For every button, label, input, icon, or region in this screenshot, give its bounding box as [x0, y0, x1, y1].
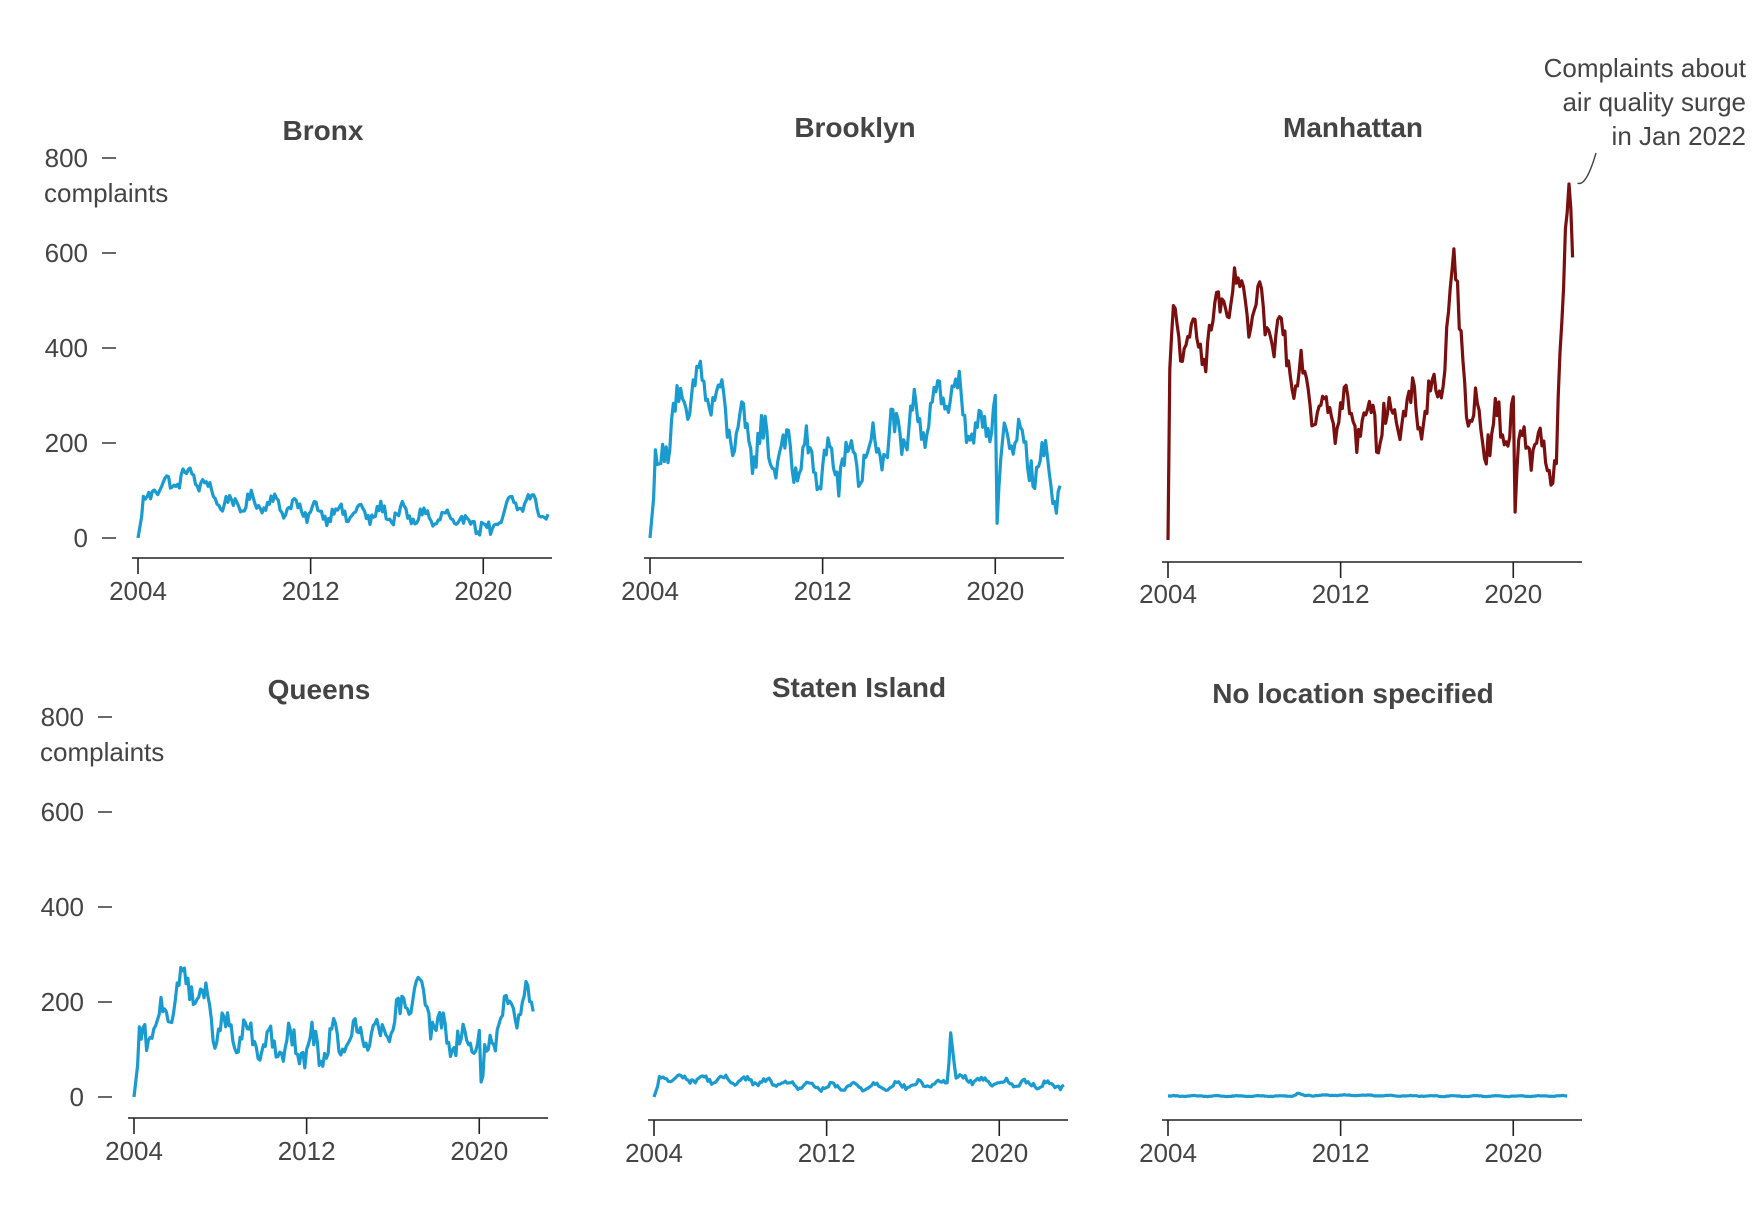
- x-tick-label: 2020: [1484, 579, 1542, 609]
- x-tick-label: 2020: [450, 1136, 508, 1166]
- panel-brooklyn: Brooklyn 2004 2012 2020: [621, 112, 1064, 606]
- x-tick-label: 2020: [454, 576, 512, 606]
- panel-title: Bronx: [283, 115, 364, 146]
- x-tick-label: 2004: [621, 576, 679, 606]
- y-tick-label: 400: [41, 892, 84, 922]
- panel-title: Queens: [268, 674, 371, 705]
- x-tick-label: 2012: [1312, 579, 1370, 609]
- annotation-text: in Jan 2022: [1612, 121, 1746, 151]
- series-line-brooklyn: [648, 359, 1062, 539]
- panel-manhattan: Manhattan 2004 2012 2020 Complaints about air…: [1139, 53, 1747, 609]
- y-tick-label: 600: [41, 797, 84, 827]
- y-tick-label: 0: [70, 1082, 84, 1112]
- annotation-leader: [1577, 152, 1597, 185]
- panel-no-location-specified: No location specified 2004 2012 2020: [1139, 678, 1582, 1168]
- x-tick-label: 2020: [1484, 1138, 1542, 1168]
- panel-title: No location specified: [1212, 678, 1494, 709]
- annotation-text: air quality surge: [1562, 87, 1746, 117]
- y-tick-label: 0: [74, 523, 88, 553]
- series-line-queens: [132, 965, 535, 1098]
- x-tick-label: 2012: [794, 576, 852, 606]
- x-tick-label: 2004: [1139, 579, 1197, 609]
- panel-title: Manhattan: [1283, 112, 1423, 143]
- series-line-manhattan: [1166, 182, 1575, 541]
- x-tick-label: 2012: [282, 576, 340, 606]
- series-line-bronx: [136, 466, 550, 539]
- x-tick-label: 2012: [1312, 1138, 1370, 1168]
- x-tick-label: 2012: [798, 1138, 856, 1168]
- panel-title: Brooklyn: [794, 112, 915, 143]
- x-tick-label: 2020: [966, 576, 1024, 606]
- series-line-no-location-specified: [1168, 1091, 1568, 1099]
- panel-title: Staten Island: [772, 672, 946, 703]
- series-line-staten-island: [652, 1031, 1065, 1098]
- x-tick-label: 2004: [105, 1136, 163, 1166]
- y-tick-label: 400: [45, 333, 88, 363]
- x-tick-label: 2004: [625, 1138, 683, 1168]
- x-tick-label: 2020: [970, 1138, 1028, 1168]
- panel-staten-island: Staten Island 2004 2012 2020: [625, 672, 1068, 1168]
- annotation-text: Complaints about: [1544, 53, 1747, 83]
- y-tick-label: 200: [45, 428, 88, 458]
- y-tick-label: 600: [45, 238, 88, 268]
- panel-bronx: Bronx 0 200 400 600 800 complaints 2004 2012 2020: [44, 115, 552, 606]
- x-tick-label: 2004: [1139, 1138, 1197, 1168]
- x-tick-label: 2004: [109, 576, 167, 606]
- y-unit-label: complaints: [40, 737, 164, 767]
- x-tick-label: 2012: [278, 1136, 336, 1166]
- panel-queens: Queens 0 200 400 600 800 complaints 2004 2012 202…: [40, 674, 548, 1166]
- y-unit-label: complaints: [44, 178, 168, 208]
- y-tick-label: 800: [45, 143, 88, 173]
- y-tick-label: 800: [41, 702, 84, 732]
- y-tick-label: 200: [41, 987, 84, 1017]
